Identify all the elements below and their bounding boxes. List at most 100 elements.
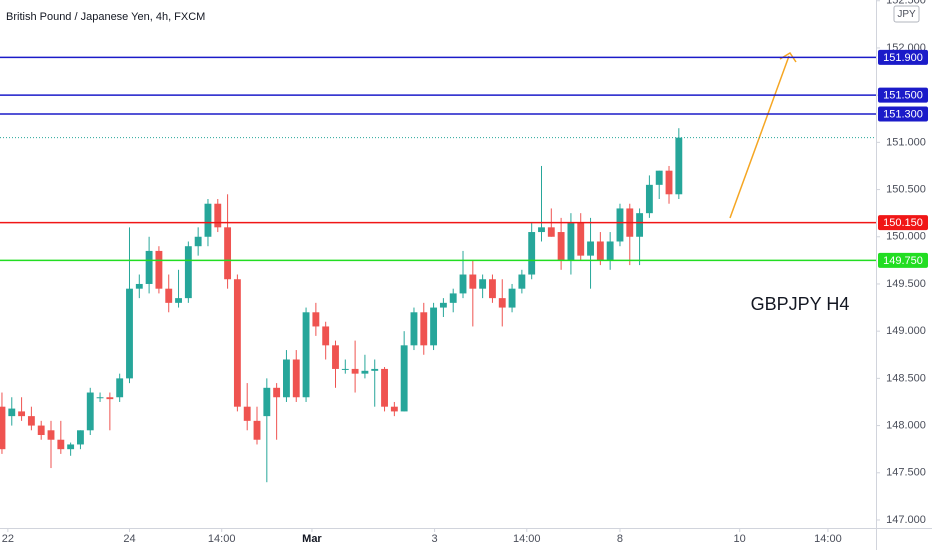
candle-body xyxy=(567,222,575,261)
candle-body xyxy=(233,279,241,407)
candle-body xyxy=(302,312,310,398)
arrow xyxy=(729,55,790,219)
candle-body xyxy=(27,416,35,426)
candle-body xyxy=(665,170,673,195)
candle-body xyxy=(77,430,84,445)
candle-body xyxy=(67,444,75,450)
y-tick-label: 150.500 xyxy=(886,183,926,195)
candle-body xyxy=(655,170,663,185)
candle-body xyxy=(577,222,585,256)
candle-body xyxy=(479,279,487,289)
x-tick-label: 14:00 xyxy=(513,533,541,545)
candle-body xyxy=(528,232,536,275)
y-tick-label: 147.000 xyxy=(886,514,926,526)
x-tick-label: 8 xyxy=(617,533,623,545)
candle-body xyxy=(283,359,290,398)
candle-body xyxy=(204,203,212,237)
candle-body xyxy=(596,241,604,261)
candle-body xyxy=(184,246,192,299)
candle-body xyxy=(361,370,369,374)
y-tick-label: 149.000 xyxy=(886,325,926,337)
candle-body xyxy=(175,298,182,303)
x-tick-label: 14:00 xyxy=(208,533,236,545)
y-tick-label: 152.500 xyxy=(886,0,926,7)
candle-body xyxy=(135,283,143,289)
candle-body xyxy=(116,378,124,398)
x-tick-label: 22 xyxy=(2,533,14,545)
candle-body xyxy=(57,439,65,450)
candle-body xyxy=(469,274,477,289)
candle-body xyxy=(390,406,398,412)
candle-body xyxy=(243,406,251,421)
candle-body xyxy=(18,411,26,417)
candle-body xyxy=(47,430,55,440)
x-tick-label: 10 xyxy=(734,533,746,545)
candle-body xyxy=(37,425,45,436)
level-label: 149.750 xyxy=(883,255,923,267)
candle-body xyxy=(322,326,330,346)
y-tick-label: 151.000 xyxy=(886,136,926,148)
candle-body xyxy=(8,408,16,417)
candle-body xyxy=(273,387,281,398)
level-tag xyxy=(878,252,928,268)
candle-body xyxy=(587,241,594,256)
currency-box xyxy=(893,5,920,23)
candle-body xyxy=(498,298,506,308)
currency-label: JPY xyxy=(897,9,916,20)
candle-body xyxy=(538,227,545,233)
candle-body xyxy=(341,368,349,370)
candle-body xyxy=(155,250,163,289)
level-tag xyxy=(878,215,928,231)
candle-body xyxy=(371,368,379,371)
level-label: 151.900 xyxy=(883,52,923,64)
candle-body xyxy=(459,274,467,294)
candle-body xyxy=(96,397,104,399)
candle-body xyxy=(439,302,447,308)
candle-body xyxy=(420,312,428,346)
level-label: 151.500 xyxy=(883,90,923,102)
candle-body xyxy=(332,345,339,369)
candle-body xyxy=(312,312,320,327)
y-tick-label: 149.500 xyxy=(886,278,926,290)
candle-body xyxy=(194,236,202,247)
candle-body xyxy=(145,250,153,284)
candle-body xyxy=(675,137,683,195)
y-tick-label: 148.000 xyxy=(886,419,926,431)
candle-body xyxy=(557,232,565,261)
level-label: 151.300 xyxy=(883,108,923,120)
level-tag xyxy=(878,106,928,122)
candle-body xyxy=(126,288,133,379)
candle-body xyxy=(400,345,408,412)
y-tick-label: 150.000 xyxy=(886,231,926,243)
candle-body xyxy=(0,406,6,450)
candle-body xyxy=(86,392,94,431)
level-tag xyxy=(878,49,928,65)
level-label: 150.150 xyxy=(883,217,923,229)
candle-body xyxy=(636,213,644,237)
candle-body xyxy=(547,227,555,237)
y-tick-label: 147.500 xyxy=(886,467,926,479)
candle-body xyxy=(489,279,496,299)
candle-body xyxy=(214,203,222,228)
y-tick-label: 148.500 xyxy=(886,372,926,384)
candle-body xyxy=(606,241,614,261)
candle-body xyxy=(508,288,516,308)
candle-body xyxy=(518,274,526,289)
chart-title: British Pound / Japanese Yen, 4h, FXCM xyxy=(6,11,205,23)
candle-body xyxy=(449,293,457,303)
candle-body xyxy=(410,312,418,346)
candle-body xyxy=(616,208,624,242)
candle-body xyxy=(253,420,261,440)
x-tick-label: Mar xyxy=(302,533,322,545)
candle-body xyxy=(645,184,653,214)
candle-body xyxy=(106,397,114,400)
candle-body xyxy=(381,368,388,407)
annotation: GBPJPY H4 xyxy=(751,294,850,314)
candle-body xyxy=(351,368,359,374)
candle-body xyxy=(165,288,173,303)
candle-body xyxy=(430,307,438,346)
x-tick-label: 24 xyxy=(123,533,135,545)
candle-body xyxy=(263,387,271,417)
level-tag xyxy=(878,87,928,103)
